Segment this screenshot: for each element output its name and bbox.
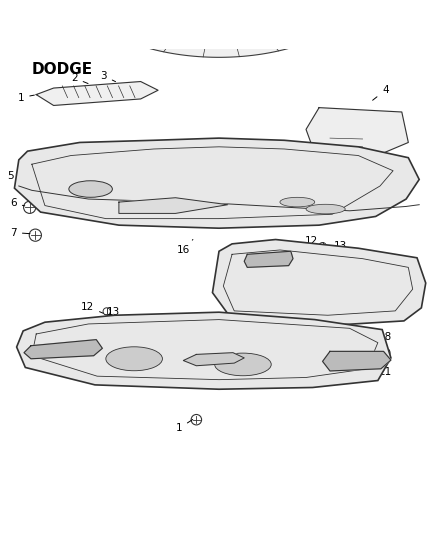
Polygon shape: [322, 351, 391, 371]
Text: 10: 10: [196, 180, 212, 191]
Circle shape: [185, 176, 196, 187]
Text: 4: 4: [373, 85, 389, 100]
Text: 13: 13: [333, 240, 346, 255]
Text: 17: 17: [168, 332, 190, 352]
Circle shape: [237, 173, 249, 184]
Text: 11: 11: [225, 167, 242, 177]
Text: 14: 14: [50, 341, 69, 351]
Circle shape: [341, 360, 348, 367]
Ellipse shape: [215, 353, 271, 376]
Ellipse shape: [69, 181, 113, 197]
Text: 21: 21: [356, 367, 392, 377]
Text: 7: 7: [10, 228, 30, 238]
Text: 16: 16: [177, 239, 193, 255]
Circle shape: [103, 308, 110, 315]
Circle shape: [319, 243, 326, 250]
Circle shape: [24, 201, 36, 213]
Text: 12: 12: [81, 302, 103, 313]
Text: 12: 12: [305, 236, 322, 249]
Polygon shape: [24, 340, 102, 359]
Text: 3: 3: [100, 71, 116, 82]
Polygon shape: [184, 353, 244, 366]
Text: 6: 6: [10, 198, 25, 208]
Polygon shape: [306, 108, 408, 160]
Polygon shape: [17, 312, 391, 389]
Text: 1: 1: [176, 419, 193, 433]
Polygon shape: [14, 138, 419, 228]
Text: 2: 2: [71, 73, 88, 84]
Ellipse shape: [306, 204, 345, 214]
Text: 8: 8: [84, 201, 143, 212]
Circle shape: [191, 415, 201, 425]
Circle shape: [208, 186, 219, 197]
Circle shape: [29, 229, 42, 241]
Text: 20: 20: [371, 350, 392, 364]
Circle shape: [323, 369, 334, 379]
Text: 9: 9: [171, 169, 187, 180]
Ellipse shape: [280, 197, 315, 207]
Text: DODGE: DODGE: [32, 62, 93, 77]
Text: 13: 13: [107, 307, 123, 320]
Text: 5: 5: [7, 171, 21, 181]
Text: 15: 15: [255, 254, 268, 264]
Circle shape: [18, 173, 30, 185]
Polygon shape: [244, 251, 293, 268]
Polygon shape: [119, 198, 228, 213]
Polygon shape: [36, 82, 158, 106]
Circle shape: [119, 316, 129, 326]
Polygon shape: [79, 4, 359, 58]
Text: 19: 19: [231, 317, 246, 335]
Circle shape: [332, 251, 343, 261]
Polygon shape: [212, 239, 426, 325]
Circle shape: [281, 365, 292, 375]
Ellipse shape: [106, 347, 162, 371]
Text: 1: 1: [18, 93, 34, 103]
Text: 18: 18: [372, 332, 392, 352]
